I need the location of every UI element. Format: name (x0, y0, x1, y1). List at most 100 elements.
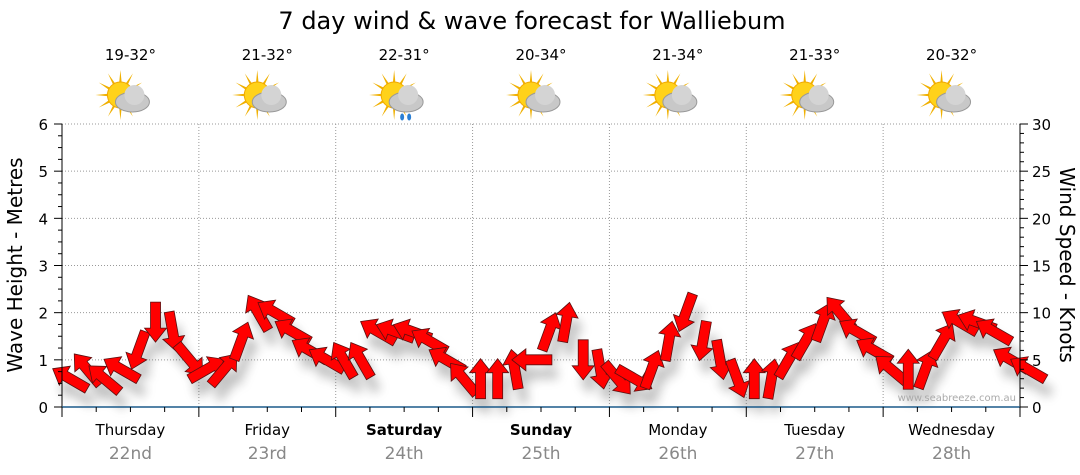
day-label: Wednesday (908, 421, 995, 439)
wind-arrow (330, 341, 359, 381)
wind-arrow (103, 356, 142, 385)
wind-arrow (172, 340, 204, 376)
sun-ray (666, 70, 670, 86)
wind-arrow (571, 339, 596, 381)
sun-cloud-icon (779, 70, 835, 120)
sun-ray (392, 70, 396, 86)
wind-arrow (913, 349, 939, 391)
wind-arrow-shadow (110, 370, 148, 398)
wind-arrow (143, 301, 168, 343)
temp-range-label: 21-33° (789, 46, 840, 64)
wind-arrow (511, 348, 553, 372)
day-label: Sunday (510, 421, 573, 439)
sun-ray (779, 93, 795, 97)
right-tick-label: 20 (1032, 210, 1051, 228)
sun-cloud-rain-icon (369, 70, 424, 121)
wind-arrow-shadow (934, 337, 961, 375)
date-label: 22nd (109, 444, 152, 464)
temp-range-label: 20-34° (515, 46, 566, 64)
sun-ray (118, 70, 122, 86)
wind-arrow (672, 291, 698, 333)
temp-range-label: 19-32° (105, 46, 156, 64)
watermark: www.seabreeze.com.au (898, 393, 1016, 404)
cloud-puff (261, 85, 282, 105)
left-tick-label: 6 (38, 116, 48, 134)
wind-arrow (125, 329, 151, 370)
wind-arrow (375, 318, 417, 344)
sun-cloud-icon (95, 70, 150, 120)
wind-arrow-shadow (58, 380, 96, 408)
temp-range-label: 21-34° (652, 46, 703, 64)
wind-arrow-shadow (315, 361, 353, 389)
sun-cloud-icon (642, 70, 698, 120)
sun-ray (369, 93, 385, 97)
right-tick-label: 25 (1032, 163, 1051, 181)
right-tick-label: 10 (1032, 305, 1051, 323)
day-label: Friday (245, 421, 291, 439)
rain-drop (400, 113, 405, 121)
date-label: 23rd (248, 444, 287, 464)
sun-ray (916, 93, 932, 97)
right-tick-label: 30 (1032, 116, 1051, 134)
date-label: 25th (521, 444, 560, 464)
temp-range-label: 21-32° (242, 46, 293, 64)
wind-arrow (927, 323, 956, 362)
wind-arrow-shadow (1016, 370, 1054, 398)
right-tick-label: 0 (1032, 399, 1042, 417)
sun-cloud-icon (232, 70, 287, 120)
wind-arrow-shadow (517, 362, 558, 385)
wind-arrow (73, 353, 105, 389)
wind-arrow (975, 318, 1015, 347)
wind-arrow (725, 357, 751, 399)
wind-arrow (347, 341, 376, 381)
wind-arrow (88, 365, 124, 396)
wind-arrow (161, 310, 186, 352)
sun-ray (803, 70, 807, 86)
wind-arrow-shadow (150, 316, 173, 357)
sun-ray (95, 93, 111, 97)
date-label: 28th (932, 444, 971, 464)
wind-arrow (206, 353, 238, 389)
left-tick-label: 5 (38, 163, 48, 181)
wind-arrow-shadow (679, 306, 704, 346)
right-tick-label: 15 (1032, 258, 1051, 276)
date-label: 27th (795, 444, 834, 464)
wind-arrow-shadow (213, 367, 243, 402)
cloud-puff (535, 85, 555, 105)
wind-arrow (690, 319, 714, 362)
right-tick-label: 5 (1032, 352, 1042, 370)
wind-arrow-shadow (578, 353, 601, 394)
left-axis-label: Wave Height - Metres (3, 157, 27, 372)
wind-arrow (896, 348, 921, 390)
wind-arrow-shadow (366, 333, 404, 360)
sun-ray (232, 93, 248, 97)
left-tick-label: 4 (38, 210, 48, 228)
cloud-puff (671, 85, 692, 105)
temp-range-label: 22-31° (379, 46, 430, 64)
day-label: Monday (648, 421, 707, 439)
wind-arrow (555, 301, 579, 344)
wind-arrow-shadow (797, 337, 825, 375)
wind-arrow-shadow (94, 379, 129, 410)
sun-ray (506, 93, 522, 97)
left-tick-label: 2 (38, 305, 48, 323)
wind-arrow (360, 318, 399, 347)
chart-title: 7 day wind & wave forecast for Walliebum (278, 7, 785, 35)
wind-arrow-shadow (881, 370, 916, 400)
cloud-puff (398, 85, 419, 105)
wind-arrow (485, 358, 510, 400)
sun-cloud-icon (916, 70, 972, 120)
sun-ray (940, 70, 944, 86)
sun-cloud-icon (506, 70, 561, 120)
day-label: Thursday (95, 421, 166, 439)
rain-drop (407, 113, 412, 121)
left-tick-label: 1 (38, 352, 48, 370)
wind-arrow (742, 358, 767, 400)
temp-range-label: 20-32° (926, 46, 977, 64)
day-label: Saturday (366, 421, 443, 439)
wind-arrow (941, 309, 980, 337)
sun-ray (642, 93, 658, 97)
wind-arrow (229, 321, 255, 362)
